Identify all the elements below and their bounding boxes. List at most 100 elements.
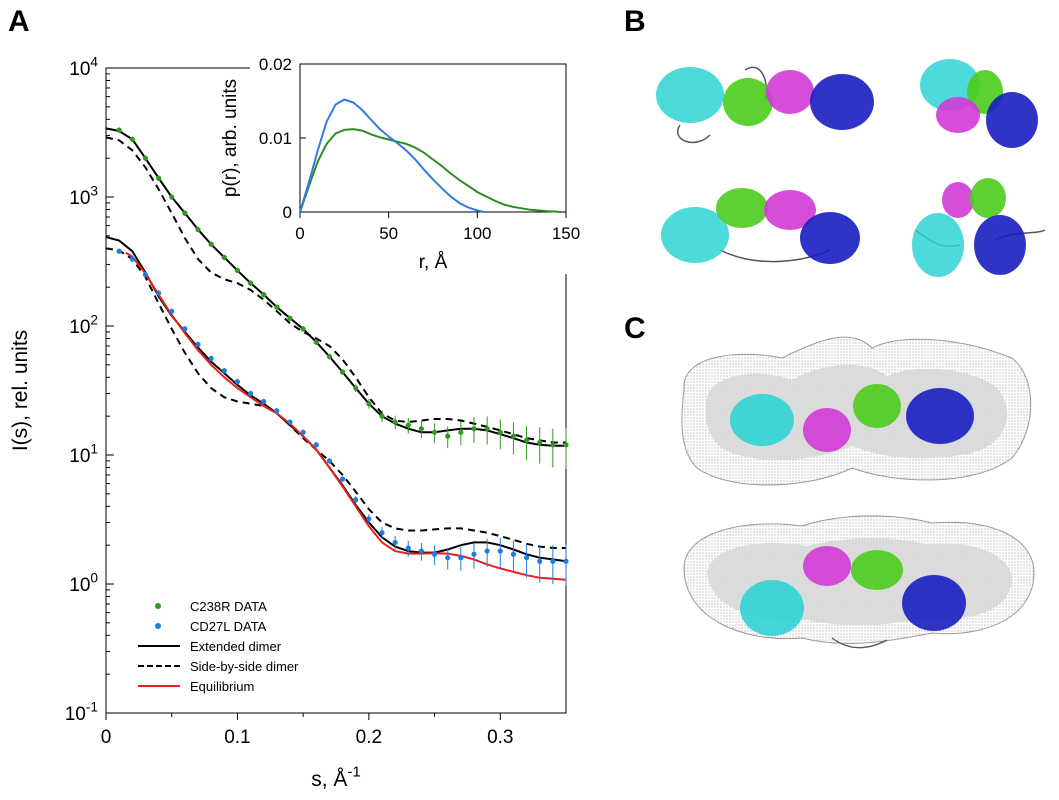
data-point [431,551,438,557]
inset-x-tick-label: 150 [552,224,580,243]
data-point [155,290,162,296]
data-point [287,315,293,321]
x-axis-label: s, Å-1 [311,764,361,791]
inset-background [250,54,576,274]
inset-y-tick-label: 0.01 [259,129,292,148]
legend-item: Extended dimer [136,636,298,656]
data-point [353,497,359,503]
panel-label-b: B [624,5,646,38]
data-point [379,530,385,536]
data-point [287,419,293,425]
data-point [129,136,135,142]
scattering-plot: 10-1 100 101 102 103 104 0 0.1 0.2 0.3 I(s), rel. … [9,54,569,791]
data-point [155,175,162,181]
data-point [537,558,543,564]
data-point [234,379,241,385]
distance-distribution-inset: 0 0.01 0.02 0 50 100 150 r, Å p(r), arb. units [220,54,580,274]
data-point [300,429,306,435]
inset-x-axis-label: r, Å [419,252,448,273]
data-point [142,155,149,161]
data-point [484,548,490,554]
data-point [247,280,254,286]
data-point [471,551,477,557]
data-point [510,433,517,439]
data-point [405,422,411,428]
legend-label: Equilibrium [190,678,255,694]
data-point [129,256,135,262]
data-point [274,408,280,414]
inset-y-axis-label: p(r), arb. units [220,79,241,197]
legend-item: C238R DATA [136,596,298,616]
data-point [247,390,254,397]
data-point [313,339,319,345]
inset-x-tick-label: 50 [379,224,398,243]
extended-dimer-model-side [920,59,1038,148]
data-point [300,326,306,332]
data-point [392,419,398,425]
data-point [339,476,346,482]
x-tick-label: 0.2 [356,727,382,748]
y-tick-label: 104 [69,54,98,80]
data-point [523,555,530,561]
legend-label: C238R DATA [190,598,267,614]
data-point [221,368,227,374]
y-tick-label: 103 [69,183,98,209]
y-tick-label: 10-1 [65,699,98,725]
panel-label-a: A [8,5,30,38]
envelope-extended [681,336,1032,486]
data-point [142,272,149,278]
data-point [484,426,490,432]
side-by-side-dimer-model-front [661,188,860,264]
pr-curve [299,128,561,213]
legend-item: Equilibrium [136,676,298,696]
data-point [405,545,411,551]
data-point [353,385,359,391]
pr-curve [299,98,485,213]
data-point [326,458,333,464]
inset-x-tick-label: 0 [295,224,304,243]
envelope-models-panel [681,336,1035,649]
legend-marker [155,603,161,609]
legend-marker [138,645,180,647]
data-point [274,304,280,310]
data-point [550,558,556,564]
data-point [169,194,175,200]
data-point [537,439,543,446]
x-tick-label: 0 [101,727,112,748]
data-point [563,442,569,448]
data-point [116,127,122,133]
inset-x-tick-label: 100 [463,224,491,243]
data-point [366,401,372,407]
data-point [550,442,556,448]
data-point [471,426,477,432]
data-point [431,429,438,435]
data-point [445,433,451,439]
data-point [418,426,425,432]
data-point [418,548,425,554]
data-point [497,429,503,435]
data-point [195,341,201,348]
data-point [339,369,346,375]
panel-label-c: C [624,312,646,345]
data-point [313,442,319,448]
fit-curve [105,247,566,549]
data-point [116,248,122,254]
data-point [379,413,385,419]
x-tick-label: 0.3 [487,727,513,748]
data-point [445,555,451,561]
inset-y-tick-label: 0.02 [259,55,292,74]
data-point [182,326,188,332]
fit-curve [125,251,567,581]
dimer-models-panel [656,59,1046,277]
envelope-side-by-side [683,515,1035,649]
y-tick-label: 102 [69,312,98,338]
legend-item: Side-by-side dimer [136,656,298,676]
legend-label: CD27L DATA [190,618,267,634]
data-point [195,226,201,233]
data-point [261,398,267,405]
legend-label: Side-by-side dimer [190,658,299,674]
data-point [261,292,267,298]
data-point [234,267,241,273]
y-tick-label: 101 [69,441,98,467]
